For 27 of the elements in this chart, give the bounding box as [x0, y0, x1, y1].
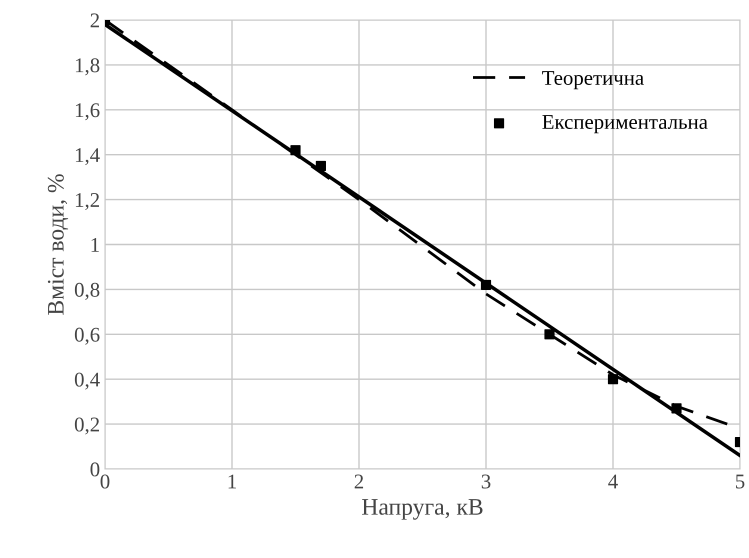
- y-tick-label: 1,2: [76, 193, 99, 210]
- y-axis-title: Вміст води, %: [48, 174, 68, 315]
- y-tick-label: 2: [90, 13, 99, 28]
- point: [671, 403, 682, 414]
- y-tick-label: 1,4: [76, 148, 100, 166]
- y-tick-label: 0,8: [74, 282, 100, 300]
- y-tick-label: 0,4: [74, 372, 100, 390]
- x-tick-label: 5: [736, 474, 744, 489]
- x-tick-label: 3: [482, 474, 490, 489]
- y-tick-label: 1,8: [76, 58, 100, 76]
- point: [290, 145, 301, 156]
- y-tick-label: 0,6: [74, 328, 100, 345]
- x-axis-title: Напруга, кВ: [362, 499, 483, 520]
- point: [608, 374, 618, 384]
- point: [480, 280, 492, 290]
- point: [316, 160, 326, 172]
- y-tick-label: 0,2: [74, 417, 99, 435]
- x-tick-label: 4: [608, 474, 618, 488]
- x-tick-label: 1: [228, 474, 236, 488]
- legend-label: Теоретична: [542, 71, 644, 90]
- legend-label: Експериментальна: [542, 115, 708, 134]
- point: [544, 329, 555, 340]
- x-tick-label: 0: [100, 474, 110, 489]
- y-tick-label: 1,6: [76, 103, 100, 120]
- x-tick-label: 2: [354, 474, 364, 488]
- y-tick-label: 0: [90, 462, 100, 476]
- y-tick-label: 1: [92, 238, 99, 252]
